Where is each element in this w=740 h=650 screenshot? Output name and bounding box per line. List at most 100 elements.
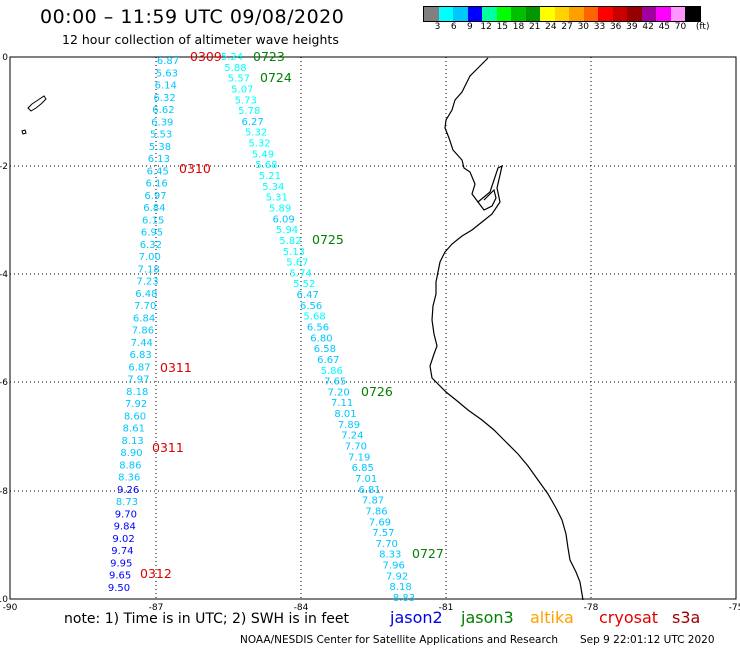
wave-height-value: 8.83 xyxy=(393,593,415,604)
wave-height-value: 6.45 xyxy=(147,166,169,177)
legend-tick-label: (ft) xyxy=(695,22,710,32)
wave-height-value: 5.21 xyxy=(259,171,281,182)
wave-height-value: 6.48 xyxy=(135,289,157,300)
legend-swatch xyxy=(482,7,497,21)
wave-height-value: 7.44 xyxy=(131,338,153,349)
wave-height-value: 6.84 xyxy=(133,313,155,324)
wave-height-value: 5.13 xyxy=(283,247,305,258)
wave-height-value: 5.32 xyxy=(248,139,270,150)
wave-height-value: 5.74 xyxy=(290,268,312,279)
legend-swatch xyxy=(569,7,584,21)
pass-time-label: 0310 xyxy=(179,161,211,176)
wave-height-value: 7.70 xyxy=(134,301,156,312)
wave-height-value: 5.68 xyxy=(255,160,277,171)
legend-swatch xyxy=(511,7,526,21)
wave-height-value: 6.09 xyxy=(272,214,294,225)
legend-tick-label: 33 xyxy=(593,22,606,32)
satellite-legend-jason2: jason2 xyxy=(390,608,443,627)
wave-height-value: 9.84 xyxy=(114,522,136,533)
pass-time-label: 0724 xyxy=(260,70,292,85)
legend-tick-label: 6 xyxy=(450,22,457,32)
legend-swatch xyxy=(685,7,700,21)
coastline xyxy=(21,57,584,601)
generated-timestamp: Sep 9 22:01:12 UTC 2020 xyxy=(580,634,715,646)
wave-height-value: 7.89 xyxy=(338,420,360,431)
wave-height-value: 7.97 xyxy=(127,375,149,386)
wave-height-value: 7.96 xyxy=(383,561,405,572)
wave-height-value: 5.78 xyxy=(238,106,260,117)
wave-height-value: 6.32 xyxy=(140,240,162,251)
wave-height-value: 7.24 xyxy=(341,431,363,442)
wave-height-value: 8.01 xyxy=(334,409,356,420)
chart-subtitle: 12 hour collection of altimeter wave hei… xyxy=(62,32,339,47)
wave-height-value: 5.86 xyxy=(321,366,343,377)
wave-height-value: 5.68 xyxy=(303,312,325,323)
coastline-bay-inlet xyxy=(477,188,497,211)
wave-height-value: 5.67 xyxy=(286,258,308,269)
wave-height-value: 9.26 xyxy=(117,485,139,496)
legend-tick-label: 18 xyxy=(512,22,525,32)
legend-tick-label: 24 xyxy=(545,22,557,32)
wave-height-value: 8.60 xyxy=(124,411,146,422)
legend-tick-label: 39 xyxy=(626,22,638,32)
wave-height-value: 9.50 xyxy=(108,583,130,594)
lon-label: -75 xyxy=(729,603,740,613)
satellite-legend-cryosat: cryosat xyxy=(599,608,659,627)
legend-swatch xyxy=(641,7,656,21)
lon-label: -78 xyxy=(584,603,599,613)
pass-time-label: 0727 xyxy=(412,546,444,561)
wave-height-value: 5.07 xyxy=(231,84,253,95)
legend-tick-label: 45 xyxy=(658,22,671,32)
legend-swatch xyxy=(598,7,613,21)
pass-time-label: 0311 xyxy=(160,360,192,375)
wave-height-value: 6.81 xyxy=(358,485,380,496)
wave-height-value: 7.87 xyxy=(362,496,384,507)
wave-height-value: 7.70 xyxy=(345,442,367,453)
legend-tick-label: 21 xyxy=(528,22,541,32)
satellite-legend-s3a: s3a xyxy=(672,608,701,627)
chart-title: 00:00 – 11:59 UTC 09/08/2020 xyxy=(40,6,345,28)
legend-swatch xyxy=(525,7,540,21)
legend-swatch xyxy=(627,7,642,21)
wave-height-value: 8.61 xyxy=(123,424,145,435)
wave-height-value: 9.65 xyxy=(109,571,131,582)
pass-time-label: 0312 xyxy=(140,566,172,581)
wave-height-value: 7.92 xyxy=(125,399,147,410)
legend-tick-label: 30 xyxy=(577,22,590,32)
pass-time-label: 0311 xyxy=(152,440,184,455)
wave-height-value: 5.53 xyxy=(150,130,172,141)
wave-height-value: 6.56 xyxy=(307,323,329,334)
galapagos-island-small xyxy=(21,129,27,135)
wave-height-value: 5.49 xyxy=(252,149,274,160)
lat-label: -4 xyxy=(0,270,8,280)
legend-swatch xyxy=(554,7,569,21)
lon-label: -87 xyxy=(149,603,164,613)
pass-time-label: 0726 xyxy=(361,384,393,399)
wave-height-value: 6.87 xyxy=(128,362,150,373)
wave-height-value: 8.86 xyxy=(119,460,141,471)
wave-height-value: 7.20 xyxy=(328,387,350,398)
wave-height-value: 6.80 xyxy=(310,333,332,344)
wave-height-value: 5.94 xyxy=(276,225,298,236)
wave-height-value: 5.82 xyxy=(279,236,301,247)
legend-swatch xyxy=(467,7,482,21)
wave-height-value: 6.85 xyxy=(352,463,374,474)
wave-height-value: 7.57 xyxy=(372,528,394,539)
map-frame xyxy=(9,56,737,600)
altimeter-tracks: 6.875.636.146.326.626.395.535.386.136.45… xyxy=(108,52,415,604)
pass-time-label: 0309 xyxy=(190,49,222,64)
lon-label: -81 xyxy=(439,603,454,613)
legend-swatch xyxy=(583,7,598,21)
wave-height-value: 6.62 xyxy=(152,105,174,116)
wave-height-value: 8.90 xyxy=(120,448,142,459)
wave-height-value: 8.73 xyxy=(116,497,138,508)
credit-text: NOAA/NESDIS Center for Satellite Applica… xyxy=(240,634,558,646)
wave-height-value: 6.27 xyxy=(242,117,264,128)
wave-height-value: 6.47 xyxy=(297,290,319,301)
wave-height-value: 7.69 xyxy=(369,517,391,528)
wave-height-value: 5.63 xyxy=(156,68,178,79)
wave-height-value: 9.74 xyxy=(111,546,133,557)
wave-height-value: 7.00 xyxy=(139,252,161,263)
wave-height-value: 8.18 xyxy=(389,582,411,593)
